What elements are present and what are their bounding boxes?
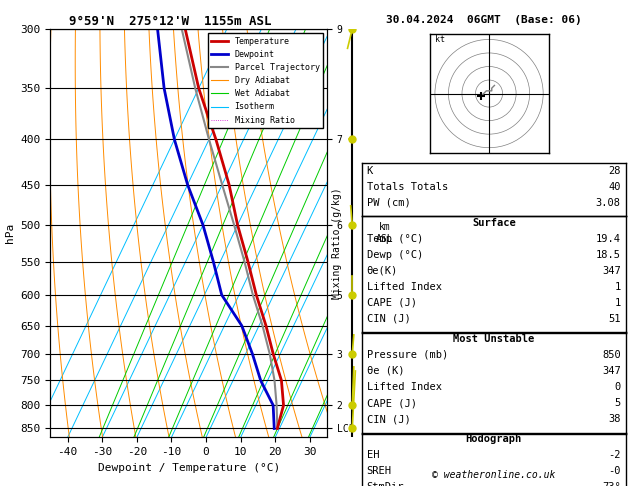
Text: 28: 28 xyxy=(608,166,621,176)
Text: Surface: Surface xyxy=(472,218,516,228)
X-axis label: Dewpoint / Temperature (°C): Dewpoint / Temperature (°C) xyxy=(97,463,280,473)
Text: CAPE (J): CAPE (J) xyxy=(367,398,416,408)
Text: 18.5: 18.5 xyxy=(596,250,621,260)
Text: © weatheronline.co.uk: © weatheronline.co.uk xyxy=(432,470,555,480)
Text: CAPE (J): CAPE (J) xyxy=(367,298,416,308)
Text: -0: -0 xyxy=(608,466,621,476)
Text: 1: 1 xyxy=(615,298,621,308)
Text: EH: EH xyxy=(367,450,379,460)
Text: 40: 40 xyxy=(608,182,621,192)
Text: Mixing Ratio (g/kg): Mixing Ratio (g/kg) xyxy=(331,187,342,299)
Text: 19.4: 19.4 xyxy=(596,234,621,244)
Text: SREH: SREH xyxy=(367,466,392,476)
Text: 3.08: 3.08 xyxy=(596,198,621,208)
Text: K: K xyxy=(367,166,373,176)
Text: CIN (J): CIN (J) xyxy=(367,414,411,424)
Text: -2: -2 xyxy=(608,450,621,460)
Text: θe (K): θe (K) xyxy=(367,366,404,376)
Text: PW (cm): PW (cm) xyxy=(367,198,411,208)
Text: 1: 1 xyxy=(615,282,621,292)
Text: Totals Totals: Totals Totals xyxy=(367,182,448,192)
Text: CIN (J): CIN (J) xyxy=(367,314,411,324)
Text: 850: 850 xyxy=(602,350,621,360)
Text: StmDir: StmDir xyxy=(367,482,404,486)
Text: 9°59'N  275°12'W  1155m ASL: 9°59'N 275°12'W 1155m ASL xyxy=(69,15,271,28)
Text: Lifted Index: Lifted Index xyxy=(367,382,442,392)
Text: 30.04.2024  06GMT  (Base: 06): 30.04.2024 06GMT (Base: 06) xyxy=(386,15,582,25)
Text: Dewp (°C): Dewp (°C) xyxy=(367,250,423,260)
Text: Hodograph: Hodograph xyxy=(465,434,522,445)
Text: θe(K): θe(K) xyxy=(367,266,398,276)
Text: 0: 0 xyxy=(615,382,621,392)
Text: 73°: 73° xyxy=(602,482,621,486)
Text: 5: 5 xyxy=(615,398,621,408)
Y-axis label: hPa: hPa xyxy=(5,223,15,243)
Text: 38: 38 xyxy=(608,414,621,424)
Text: 51: 51 xyxy=(608,314,621,324)
Text: Most Unstable: Most Unstable xyxy=(453,334,535,345)
Text: 347: 347 xyxy=(602,366,621,376)
Text: Pressure (mb): Pressure (mb) xyxy=(367,350,448,360)
Text: Temp (°C): Temp (°C) xyxy=(367,234,423,244)
Legend: Temperature, Dewpoint, Parcel Trajectory, Dry Adiabat, Wet Adiabat, Isotherm, Mi: Temperature, Dewpoint, Parcel Trajectory… xyxy=(208,34,323,128)
Y-axis label: km
ASL: km ASL xyxy=(376,223,394,244)
Text: Lifted Index: Lifted Index xyxy=(367,282,442,292)
Text: kt: kt xyxy=(435,35,445,44)
Text: 347: 347 xyxy=(602,266,621,276)
